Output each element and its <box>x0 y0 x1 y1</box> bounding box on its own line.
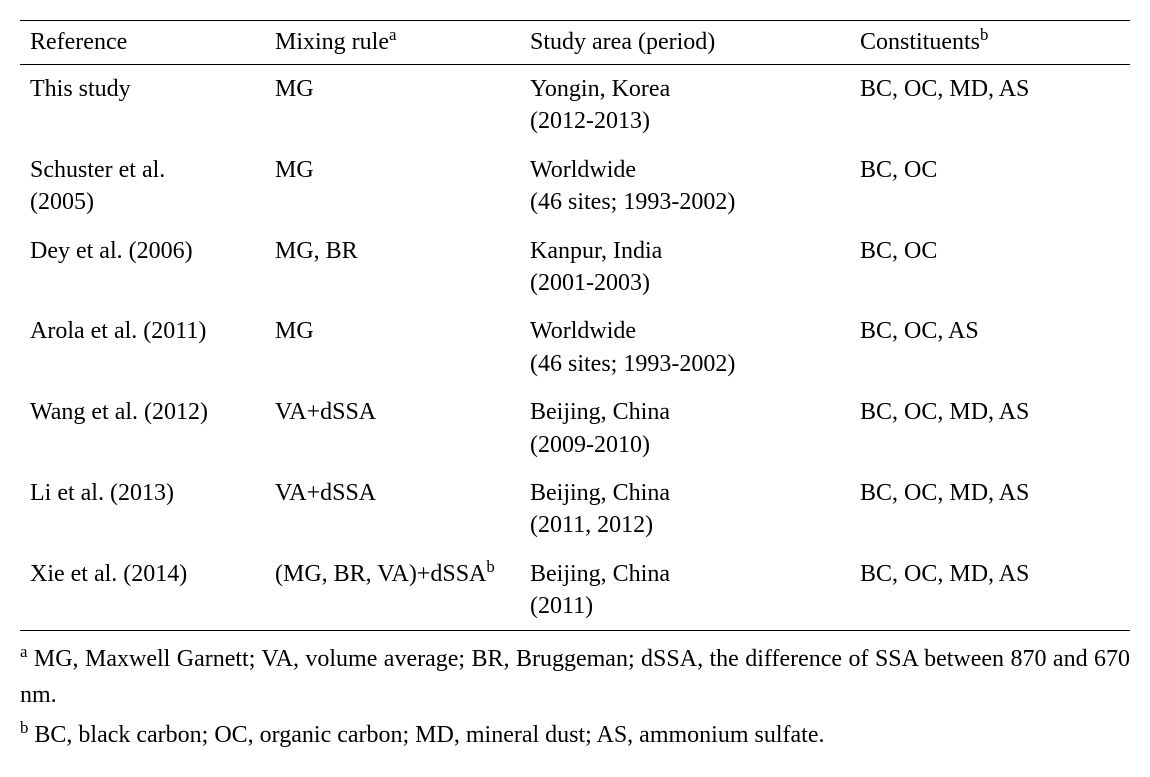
footnote-a-text: MG, Maxwell Garnett; VA, volume average;… <box>20 646 1130 708</box>
header-study-area: Study area (period) <box>520 21 850 65</box>
header-mixing-rule-text: Mixing rule <box>275 29 389 55</box>
table-body: This study MG Yongin, Korea (2012-2013) BC, … <box>20 65 1130 631</box>
mixing-rule-text: MG <box>275 76 314 102</box>
cell-reference: This study <box>20 65 265 146</box>
mixing-rule-text: (MG, BR, VA)+dSSA <box>275 561 486 587</box>
mixing-rule-text: MG <box>275 318 314 344</box>
cell-constituents: BC, OC, MD, AS <box>850 65 1130 146</box>
footnote-b-sup: b <box>20 718 28 737</box>
table-row: This study MG Yongin, Korea (2012-2013) BC, … <box>20 65 1130 146</box>
cell-constituents: BC, OC, MD, AS <box>850 469 1130 550</box>
study-area-line2: (2011) <box>530 593 593 619</box>
study-area-line1: Worldwide <box>530 157 636 183</box>
header-constituents-sup: b <box>980 25 988 44</box>
constituents-text: BC, OC, MD, AS <box>860 480 1029 506</box>
study-area-line1: Beijing, China <box>530 561 670 587</box>
cell-study-area: Beijing, China (2011) <box>520 550 850 631</box>
footnote-b-text: BC, black carbon; OC, organic carbon; MD… <box>28 722 824 748</box>
footnotes: a MG, Maxwell Garnett; VA, volume averag… <box>20 641 1130 753</box>
study-area-line1: Beijing, China <box>530 480 670 506</box>
reference-line1: Schuster et al. <box>30 157 165 183</box>
cell-mixing-rule: MG, BR <box>265 227 520 308</box>
cell-study-area: Yongin, Korea (2012-2013) <box>520 65 850 146</box>
study-area-line1: Beijing, China <box>530 399 670 425</box>
reference-line2: (2005) <box>30 189 94 215</box>
reference-line1: Xie et al. (2014) <box>30 561 187 587</box>
table-row: Xie et al. (2014)(MG, BR, VA)+dSSAbBeiji… <box>20 550 1130 631</box>
mixing-rule-text: MG <box>275 157 314 183</box>
constituents-text: BC, OC <box>860 238 937 264</box>
cell-constituents: BC, OC, AS <box>850 307 1130 388</box>
constituents-text: BC, OC, MD, AS <box>860 399 1029 425</box>
cell-study-area: Worldwide (46 sites; 1993-2002) <box>520 146 850 227</box>
table-row: Schuster et al. (2005) MG Worldwide (46 site… <box>20 146 1130 227</box>
constituents-text: BC, OC, MD, AS <box>860 561 1029 587</box>
mixing-rule-sup: b <box>486 557 494 576</box>
cell-mixing-rule: VA+dSSA <box>265 469 520 550</box>
cell-study-area: Worldwide (46 sites; 1993-2002) <box>520 307 850 388</box>
cell-constituents: BC, OC, MD, AS <box>850 550 1130 631</box>
cell-mixing-rule: VA+dSSA <box>265 388 520 469</box>
mixing-rule-text: VA+dSSA <box>275 480 376 506</box>
constituents-text: BC, OC, AS <box>860 318 979 344</box>
header-study-area-text: Study area (period) <box>530 29 715 55</box>
reference-line1: Wang et al. (2012) <box>30 399 208 425</box>
table-row: Dey et al. (2006) MG, BR Kanpur, India (200… <box>20 227 1130 308</box>
cell-study-area: Kanpur, India (2001-2003) <box>520 227 850 308</box>
study-area-line2: (2012-2013) <box>530 108 650 134</box>
cell-constituents: BC, OC <box>850 146 1130 227</box>
cell-reference: Arola et al. (2011) <box>20 307 265 388</box>
constituents-text: BC, OC <box>860 157 937 183</box>
study-area-line2: (2011, 2012) <box>530 512 653 538</box>
study-area-line1: Yongin, Korea <box>530 76 670 102</box>
header-mixing-rule-sup: a <box>389 25 396 44</box>
constituents-text: BC, OC, MD, AS <box>860 76 1029 102</box>
study-area-line1: Kanpur, India <box>530 238 662 264</box>
table-row: Arola et al. (2011) MG Worldwide (46 sites;… <box>20 307 1130 388</box>
header-constituents: Constituentsb <box>850 21 1130 65</box>
cell-reference: Xie et al. (2014) <box>20 550 265 631</box>
table-header-row: Reference Mixing rulea Study area (perio… <box>20 21 1130 65</box>
footnote-a: a MG, Maxwell Garnett; VA, volume averag… <box>20 641 1130 713</box>
mixing-rule-text: MG, BR <box>275 238 358 264</box>
cell-study-area: Beijing, China (2009-2010) <box>520 388 850 469</box>
cell-reference: Li et al. (2013) <box>20 469 265 550</box>
reference-line1: Dey et al. (2006) <box>30 238 193 264</box>
cell-reference: Schuster et al. (2005) <box>20 146 265 227</box>
reference-line1: Li et al. (2013) <box>30 480 174 506</box>
study-area-line1: Worldwide <box>530 318 636 344</box>
cell-mixing-rule: MG <box>265 146 520 227</box>
table-row: Li et al. (2013) VA+dSSA Beijing, China (20… <box>20 469 1130 550</box>
study-area-line2: (46 sites; 1993-2002) <box>530 189 735 215</box>
cell-mixing-rule: MG <box>265 307 520 388</box>
study-area-line2: (2009-2010) <box>530 432 650 458</box>
cell-study-area: Beijing, China (2011, 2012) <box>520 469 850 550</box>
reference-line1: This study <box>30 76 131 102</box>
cell-mixing-rule: MG <box>265 65 520 146</box>
header-reference: Reference <box>20 21 265 65</box>
mixing-rule-text: VA+dSSA <box>275 399 376 425</box>
cell-constituents: BC, OC <box>850 227 1130 308</box>
header-constituents-text: Constituents <box>860 29 980 55</box>
cell-reference: Dey et al. (2006) <box>20 227 265 308</box>
study-area-line2: (46 sites; 1993-2002) <box>530 351 735 377</box>
footnote-b: b BC, black carbon; OC, organic carbon; … <box>20 717 1130 753</box>
cell-constituents: BC, OC, MD, AS <box>850 388 1130 469</box>
cell-mixing-rule: (MG, BR, VA)+dSSAb <box>265 550 520 631</box>
header-reference-text: Reference <box>30 29 127 55</box>
study-area-line2: (2001-2003) <box>530 270 650 296</box>
cell-reference: Wang et al. (2012) <box>20 388 265 469</box>
table-row: Wang et al. (2012) VA+dSSA Beijing, China (… <box>20 388 1130 469</box>
comparison-table: Reference Mixing rulea Study area (perio… <box>20 20 1130 631</box>
reference-line1: Arola et al. (2011) <box>30 318 206 344</box>
header-mixing-rule: Mixing rulea <box>265 21 520 65</box>
